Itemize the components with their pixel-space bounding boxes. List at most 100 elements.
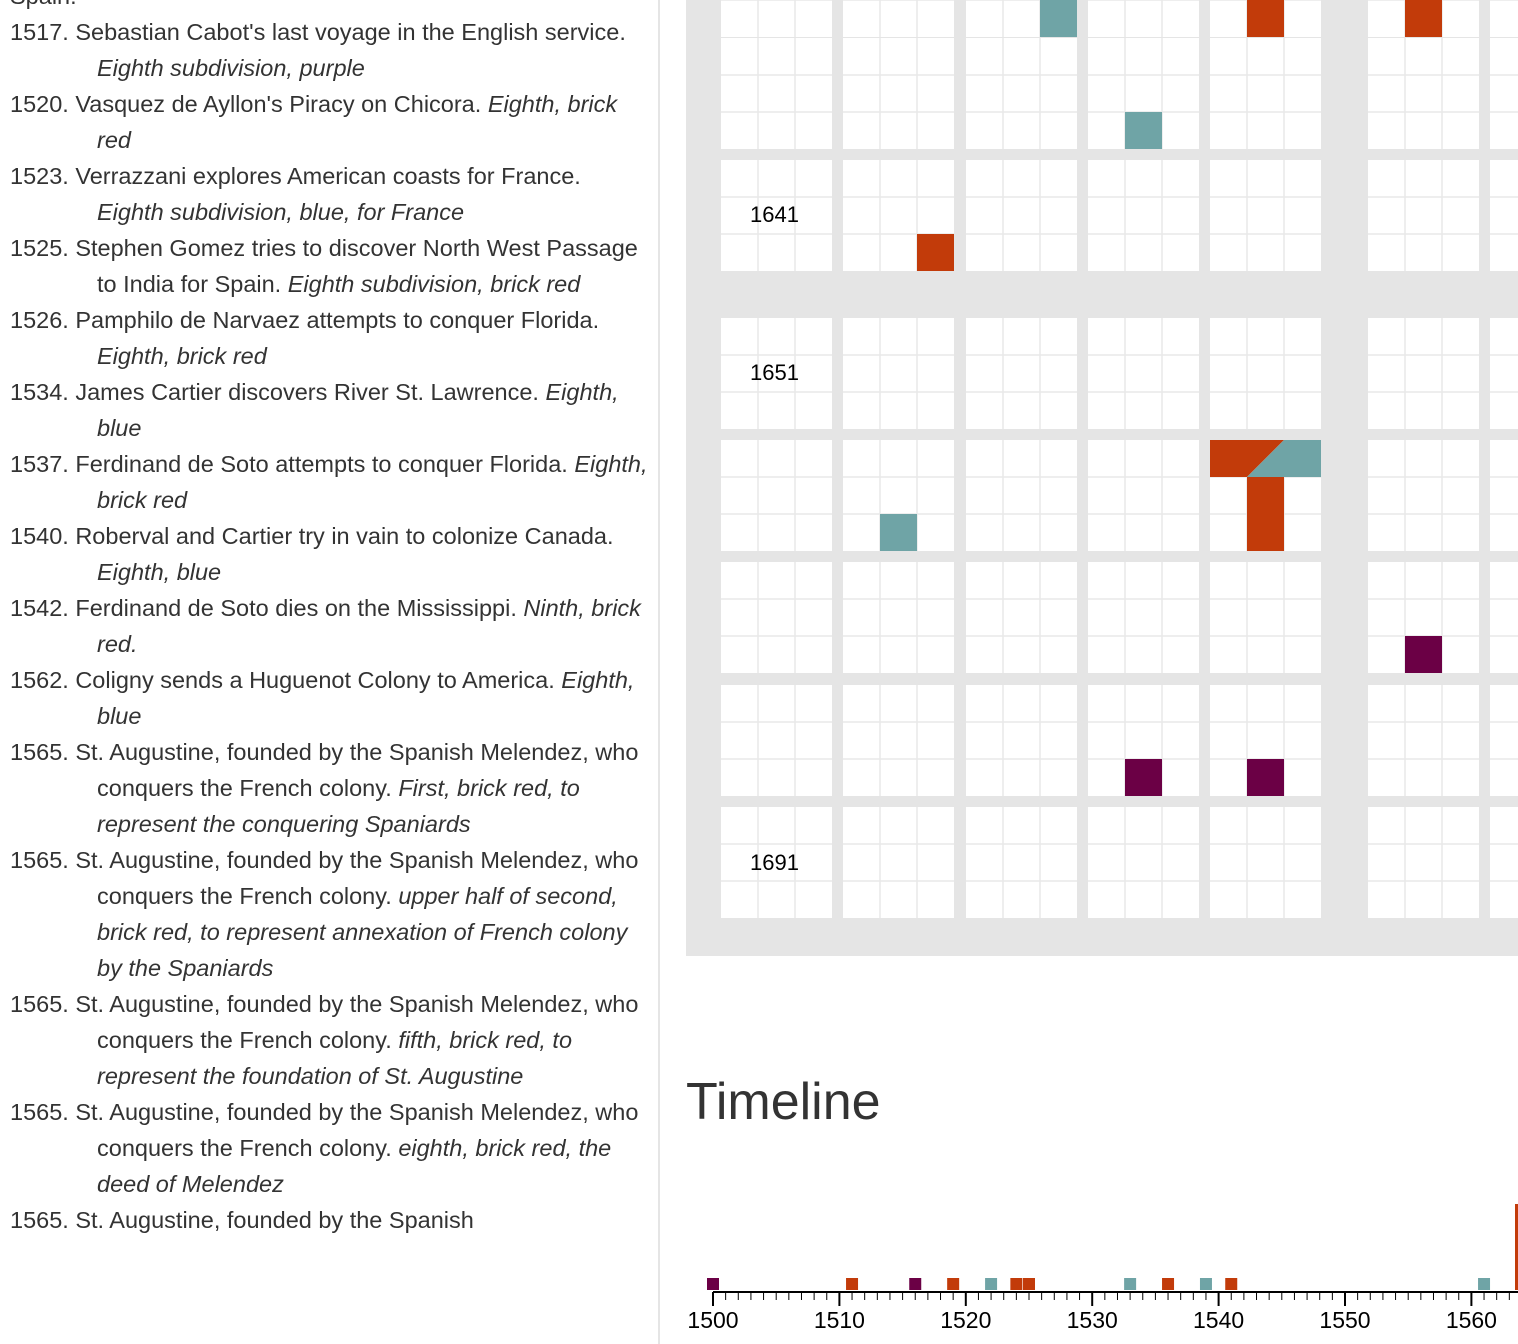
timeline-point bbox=[909, 1278, 922, 1290]
event-description: First, brick red, to represent the conqu… bbox=[97, 775, 580, 837]
grid-year-label: 1651 bbox=[750, 360, 799, 385]
timeline-tick-label: 1540 bbox=[1193, 1307, 1244, 1333]
timeline-point bbox=[1478, 1278, 1491, 1290]
event-description: Eighth subdivision, brick red bbox=[287, 271, 581, 297]
grid-block-bg bbox=[966, 807, 1077, 918]
grid-block-bg bbox=[1088, 160, 1199, 271]
timeline-point bbox=[1199, 1278, 1212, 1290]
timeline-tick-label: 1530 bbox=[1067, 1307, 1118, 1333]
event-description: Eighth, brick red bbox=[97, 451, 648, 513]
chronology-grid: 1641 1651 1691 bbox=[686, 0, 1518, 956]
timeline-point bbox=[947, 1278, 960, 1290]
grid-block bbox=[721, 807, 832, 918]
timeline-point bbox=[1162, 1278, 1175, 1290]
grid-block-bg bbox=[1210, 562, 1321, 673]
grid-cell-filled bbox=[1405, 0, 1442, 37]
event-description: upper half of second, brick red, to repr… bbox=[97, 883, 628, 981]
event-text: Spain. bbox=[10, 0, 77, 9]
grid-cell-filled bbox=[1247, 477, 1284, 514]
grid-block-bg bbox=[1490, 440, 1518, 551]
event-item: 1540. Roberval and Cartier try in vain t… bbox=[10, 518, 650, 590]
grid-block bbox=[966, 807, 1077, 918]
event-description: Eighth, blue bbox=[97, 379, 619, 441]
grid-block-bg bbox=[966, 685, 1077, 796]
grid-block bbox=[1368, 160, 1479, 271]
grid-block bbox=[843, 0, 954, 37]
grid-block bbox=[1088, 440, 1199, 551]
event-description: eighth, brick red, the deed of Melendez bbox=[97, 1135, 612, 1197]
grid-block bbox=[843, 562, 954, 673]
grid-cell-filled bbox=[1210, 440, 1247, 477]
grid-block bbox=[721, 160, 832, 271]
grid-block-bg bbox=[966, 38, 1077, 149]
event-text: 1565. St. Augustine, founded by the Span… bbox=[10, 1099, 639, 1161]
timeline-tick-label: 1560 bbox=[1446, 1307, 1497, 1333]
event-text: 1565. St. Augustine, founded by the Span… bbox=[10, 739, 639, 801]
grid-block bbox=[721, 38, 832, 149]
event-description: Ninth, brick red. bbox=[97, 595, 641, 657]
event-item: 1525. Stephen Gomez tries to discover No… bbox=[10, 230, 650, 302]
grid-block bbox=[966, 318, 1077, 429]
grid-cell-filled bbox=[1247, 0, 1284, 37]
grid-block bbox=[721, 0, 832, 37]
grid-block-bg bbox=[1210, 160, 1321, 271]
event-text: 1562. Coligny sends a Huguenot Colony to… bbox=[10, 667, 562, 693]
grid-block bbox=[966, 38, 1077, 149]
grid-block-bg bbox=[1490, 685, 1518, 796]
grid-block-bg bbox=[843, 807, 954, 918]
timeline-title: Timeline bbox=[686, 1073, 881, 1131]
grid-cell-filled bbox=[1040, 0, 1077, 37]
timeline-tick-label: 1510 bbox=[814, 1307, 865, 1333]
event-item: Spain. bbox=[10, 0, 650, 14]
grid-cell-filled bbox=[917, 234, 954, 271]
event-text: 1520. Vasquez de Ayllon's Piracy on Chic… bbox=[10, 91, 488, 117]
event-item: 1520. Vasquez de Ayllon's Piracy on Chic… bbox=[10, 86, 650, 158]
grid-block-bg bbox=[721, 562, 832, 673]
grid-block-bg bbox=[721, 38, 832, 149]
grid-block-bg bbox=[1490, 562, 1518, 673]
grid-block-bg bbox=[843, 0, 954, 37]
grid-block bbox=[1368, 318, 1479, 429]
grid-block-bg bbox=[843, 38, 954, 149]
grid-block-bg bbox=[966, 318, 1077, 429]
event-item: 1565. St. Augustine, founded by the Span… bbox=[10, 734, 650, 842]
grid-block bbox=[1210, 318, 1321, 429]
event-description: Eighth, blue bbox=[97, 667, 635, 729]
event-text: 1525. Stephen Gomez tries to discover No… bbox=[10, 235, 638, 297]
grid-block-bg bbox=[966, 440, 1077, 551]
grid-cell-filled bbox=[880, 514, 917, 551]
grid-cell-filled bbox=[1125, 112, 1162, 149]
grid-block bbox=[1490, 807, 1518, 918]
grid-cell-filled bbox=[1247, 514, 1284, 551]
grid-block bbox=[1210, 38, 1321, 149]
event-text: 1534. James Cartier discovers River St. … bbox=[10, 379, 546, 405]
grid-block-bg bbox=[843, 685, 954, 796]
timeline-point bbox=[1023, 1278, 1035, 1290]
grid-block-bg bbox=[1490, 38, 1518, 149]
event-description: Eighth, blue bbox=[97, 559, 222, 585]
grid-block bbox=[966, 160, 1077, 271]
grid-block-bg bbox=[1210, 318, 1321, 429]
grid-block bbox=[721, 318, 832, 429]
timeline-tick-label: 1500 bbox=[687, 1307, 738, 1333]
grid-block-bg bbox=[721, 318, 832, 429]
grid-block bbox=[843, 318, 954, 429]
grid-block bbox=[1368, 807, 1479, 918]
grid-block bbox=[1088, 807, 1199, 918]
timeline-point bbox=[707, 1278, 719, 1290]
grid-block bbox=[1490, 685, 1518, 796]
grid-block-bg bbox=[1210, 807, 1321, 918]
grid-block-bg bbox=[966, 562, 1077, 673]
timeline-point bbox=[1010, 1278, 1023, 1290]
event-item: 1523. Verrazzani explores American coast… bbox=[10, 158, 650, 230]
timeline-point bbox=[1124, 1278, 1137, 1290]
grid-cell-filled bbox=[1125, 759, 1162, 796]
grid-block-bg bbox=[1490, 318, 1518, 429]
grid-block bbox=[1088, 318, 1199, 429]
grid-block-bg bbox=[1490, 807, 1518, 918]
event-item: 1565. St. Augustine, founded by the Span… bbox=[10, 842, 650, 986]
grid-block-bg bbox=[1490, 160, 1518, 271]
event-item: 1565. St. Augustine, founded by the Span… bbox=[10, 1202, 650, 1238]
grid-block-bg bbox=[1368, 807, 1479, 918]
event-item: 1526. Pamphilo de Narvaez attempts to co… bbox=[10, 302, 650, 374]
